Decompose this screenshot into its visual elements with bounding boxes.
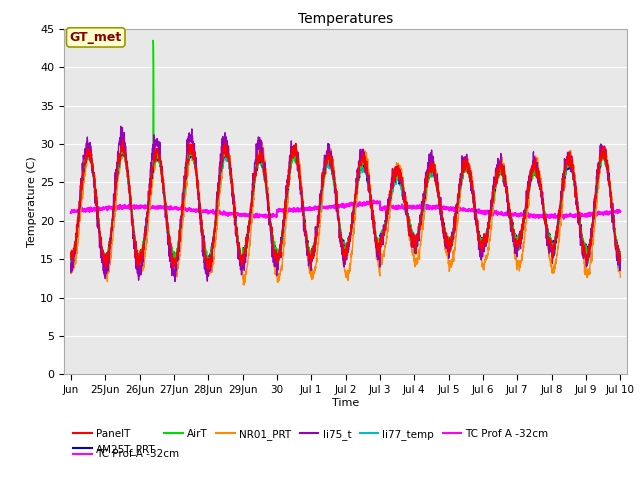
TC Prof A -32cm [67,210,75,216]
AM25T_PRT [511,231,519,237]
Line: PanelT: PanelT [71,139,620,270]
Legend: TC Prof A -32cm: TC Prof A -32cm [69,445,184,464]
Line: li77_temp: li77_temp [71,149,620,272]
NR01_PRT [379,251,387,257]
AirT [241,245,248,251]
AM25T_PRT [188,145,196,151]
AirT [616,251,624,256]
li75_t [379,242,387,248]
AirT [149,37,157,43]
li77_temp [122,161,130,167]
li75_t [616,257,624,263]
AirT [609,215,617,221]
li75_t [609,215,617,221]
li77_temp [609,216,617,222]
Title: Temperatures: Temperatures [298,12,393,26]
Line: NR01_PRT: NR01_PRT [71,142,620,285]
li75_t [122,150,130,156]
li75_t [67,270,75,276]
Line: AirT: AirT [71,40,620,263]
AM25T_PRT [238,262,246,267]
Line: TC Prof A -32cm: TC Prof A -32cm [71,200,620,219]
li77_temp [67,261,75,266]
li77_temp [543,229,550,235]
Line: AM25T_PRT: AM25T_PRT [71,148,620,264]
TC Prof A -32cm [379,205,387,211]
Text: GT_met: GT_met [70,31,122,44]
PanelT [609,211,617,217]
PanelT [122,158,130,164]
li75_t [241,257,248,263]
AM25T_PRT [241,247,248,253]
TC Prof A -32cm [609,207,617,213]
PanelT [119,136,127,142]
AM25T_PRT [616,249,624,255]
AM25T_PRT [609,209,617,215]
TC Prof A -32cm [122,205,129,211]
NR01_PRT [67,267,75,273]
li77_temp [511,240,519,246]
TC Prof A -32cm [616,208,624,214]
PanelT [67,250,75,255]
PanelT [543,225,550,230]
li75_t [171,278,179,284]
PanelT [511,242,519,248]
AirT [379,229,387,235]
X-axis label: Time: Time [332,397,359,408]
AirT [67,253,75,259]
AirT [122,155,129,161]
li75_t [543,235,550,240]
Line: li75_t: li75_t [71,126,620,281]
AM25T_PRT [122,160,129,166]
AM25T_PRT [67,255,75,261]
NR01_PRT [241,277,248,283]
PanelT [241,247,248,252]
li77_temp [616,260,624,265]
li75_t [117,123,125,129]
li77_temp [102,269,110,275]
Y-axis label: Temperature (C): Temperature (C) [28,156,37,247]
PanelT [616,257,624,263]
NR01_PRT [511,252,519,257]
TC Prof A -32cm [560,216,568,222]
NR01_PRT [543,230,550,236]
li77_temp [241,253,248,259]
TC Prof A -32cm [511,212,519,218]
NR01_PRT [240,282,248,288]
li75_t [511,245,519,251]
AirT [204,260,212,265]
AM25T_PRT [543,222,550,228]
li77_temp [379,233,387,239]
PanelT [379,230,387,236]
TC Prof A -32cm [241,213,248,218]
AirT [511,235,519,241]
li77_temp [119,146,127,152]
TC Prof A -32cm [369,197,377,203]
NR01_PRT [122,154,129,159]
NR01_PRT [609,204,617,210]
NR01_PRT [616,274,624,280]
NR01_PRT [259,139,266,145]
AirT [543,221,550,227]
TC Prof A -32cm [542,211,550,217]
PanelT [205,267,213,273]
AM25T_PRT [379,227,387,233]
